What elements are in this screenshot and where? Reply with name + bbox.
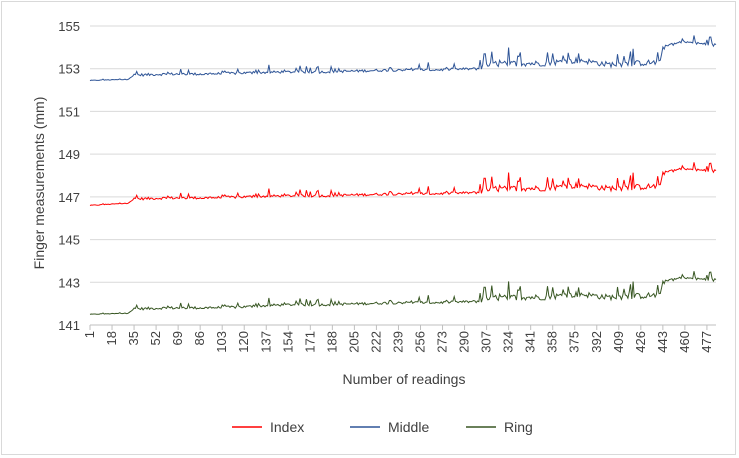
y-tick-labels: 141 143 145 147 149 151 153 155: [58, 19, 80, 333]
x-tick-label: 69: [170, 331, 185, 345]
y-tick-label: 141: [58, 318, 80, 333]
x-tick-label: 358: [545, 331, 560, 353]
x-tick-label: 290: [457, 331, 472, 353]
y-axis-title: Finger measurements (mm): [31, 97, 47, 270]
series-line-index: [89, 162, 717, 206]
y-tick-label: 147: [58, 190, 80, 205]
x-tick-label: 324: [501, 331, 516, 353]
y-tick-label: 143: [58, 275, 80, 290]
x-tick-label: 426: [633, 331, 648, 353]
legend-label-ring: Ring: [504, 419, 533, 435]
series-line-ring: [89, 271, 717, 315]
x-tick-label: 103: [214, 331, 229, 353]
x-tick-label: 409: [611, 331, 626, 353]
x-tick-label: 52: [148, 331, 163, 345]
y-tick-label: 151: [58, 104, 80, 119]
x-tick-label: 443: [655, 331, 670, 353]
y-tick-label: 155: [58, 19, 80, 34]
x-tick-label: 137: [258, 331, 273, 353]
x-tick-label: 256: [412, 331, 427, 353]
x-tick-label: 171: [302, 331, 317, 353]
series-line-middle: [89, 35, 717, 82]
series-lines: [89, 35, 717, 315]
x-tick-label: 1: [82, 331, 97, 338]
x-tick-label: 460: [677, 331, 692, 353]
x-axis: 1 18 35 52 69 86 103 120 137 154 171 188 205 222 239 25…: [82, 324, 716, 353]
x-tick-label: 341: [523, 331, 538, 353]
legend-label-middle: Middle: [388, 419, 429, 435]
x-tick-label: 154: [280, 331, 295, 353]
y-tick-label: 149: [58, 147, 80, 162]
x-tick-label: 375: [567, 331, 582, 353]
x-tick-label: 205: [346, 331, 361, 353]
x-tick-label: 86: [192, 331, 207, 345]
x-axis-title: Number of readings: [343, 371, 466, 387]
x-tick-label: 222: [368, 331, 383, 353]
legend: Index Middle Ring: [232, 419, 533, 435]
x-tick-label: 273: [435, 331, 450, 353]
x-tick-label: 477: [699, 331, 714, 353]
x-tick-label: 35: [126, 331, 141, 345]
x-tick-label: 239: [390, 331, 405, 353]
y-tick-label: 153: [58, 62, 80, 77]
x-tick-label: 120: [236, 331, 251, 353]
legend-label-index: Index: [270, 419, 304, 435]
x-tick-label: 307: [479, 331, 494, 353]
x-tick-label: 18: [104, 331, 119, 345]
y-tick-label: 145: [58, 233, 80, 248]
x-tick-label: 392: [589, 331, 604, 353]
x-tick-label: 188: [324, 331, 339, 353]
